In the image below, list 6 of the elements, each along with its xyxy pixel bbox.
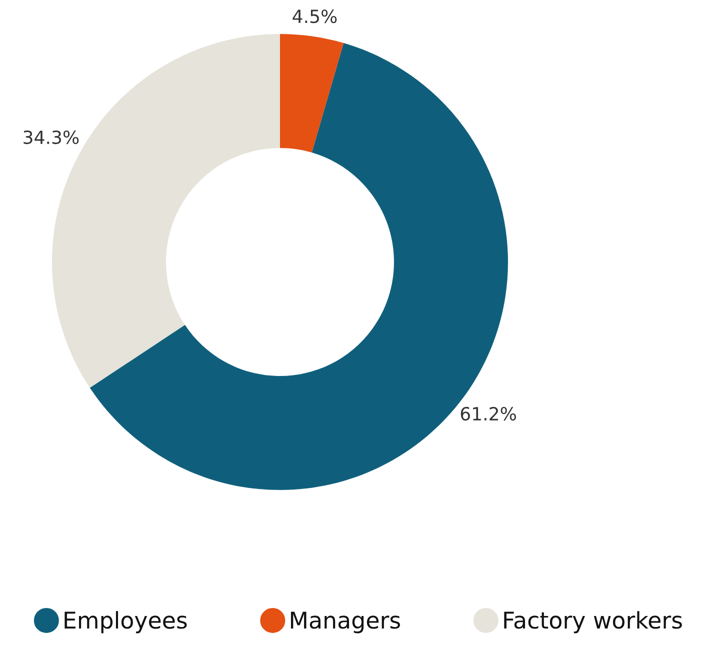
data-label: 61.2% (460, 406, 516, 421)
legend-label: Factory workers (504, 611, 682, 634)
data-label: 34.3% (24, 130, 79, 144)
legend-label: Employees (64, 611, 187, 634)
legend-label: Managers (290, 612, 400, 634)
data-label: 4.5% (292, 10, 337, 24)
